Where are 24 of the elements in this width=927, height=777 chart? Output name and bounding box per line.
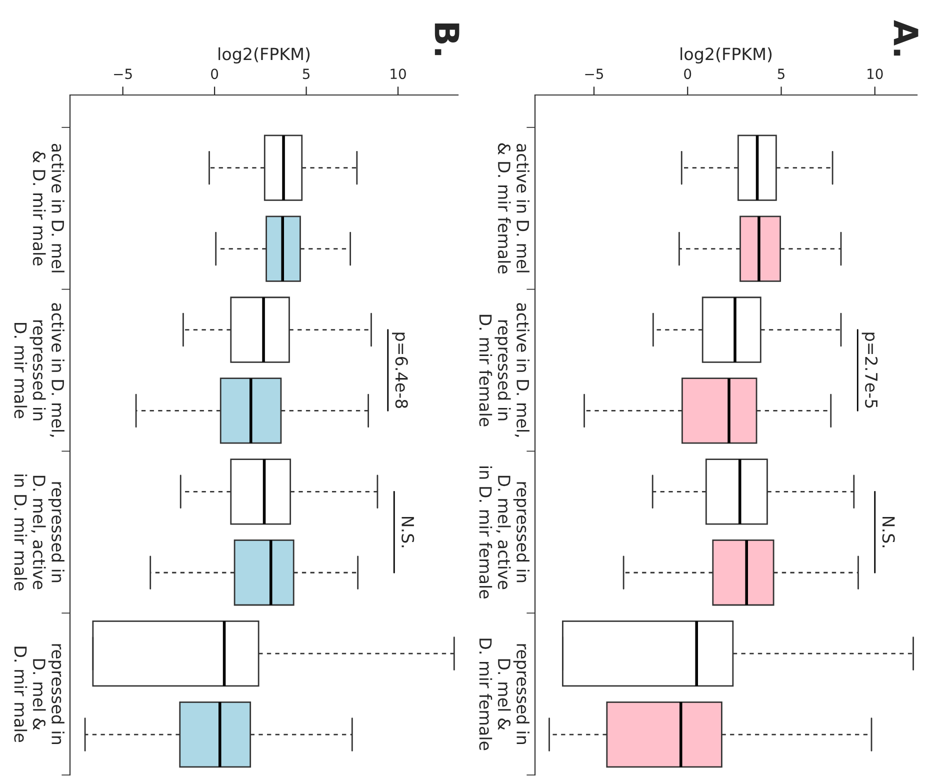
x-tick-label: 0 <box>211 68 218 80</box>
y-tick-label: repressed in D. mel, active in D. mir male <box>14 474 64 590</box>
y-tick-label: active in D. mel, repressed in D. mir male <box>14 303 64 437</box>
x-tick-label: 5 <box>778 68 784 80</box>
x-tick-label: −5 <box>585 68 604 80</box>
x-tick-label: 10 <box>390 68 406 80</box>
chart-title: B. <box>434 23 460 56</box>
x-tick-label: 0 <box>684 68 692 80</box>
annotation: p=2.7e-5 <box>862 332 878 408</box>
x-tick-label: −5 <box>114 68 132 80</box>
y-tick-label: active in D. mel, repressed in D. mir female <box>479 303 530 437</box>
y-tick-label: active in D. mel & D. mir male <box>32 144 64 272</box>
x-axis-title: log2(FPKM) <box>218 47 310 64</box>
x-axis-title: log2(FPKM) <box>680 47 772 64</box>
y-tick-label: active in D. mel & D. mir female <box>498 143 530 274</box>
chart-title: A. <box>894 20 918 56</box>
y-tick-label: repressed in D. mel, active in D. mir female <box>479 466 530 598</box>
x-tick-label: 5 <box>302 68 310 80</box>
annotation: N.S. <box>402 516 414 548</box>
y-tick-label: repressed in D. mel & D. mir female <box>479 638 530 750</box>
annotation: N.S. <box>882 516 895 548</box>
y-tick-label: repressed in D. mel & D. mir male <box>14 644 64 744</box>
x-tick-label: 10 <box>868 68 883 80</box>
annotation: p=6.4e-8 <box>392 332 408 408</box>
